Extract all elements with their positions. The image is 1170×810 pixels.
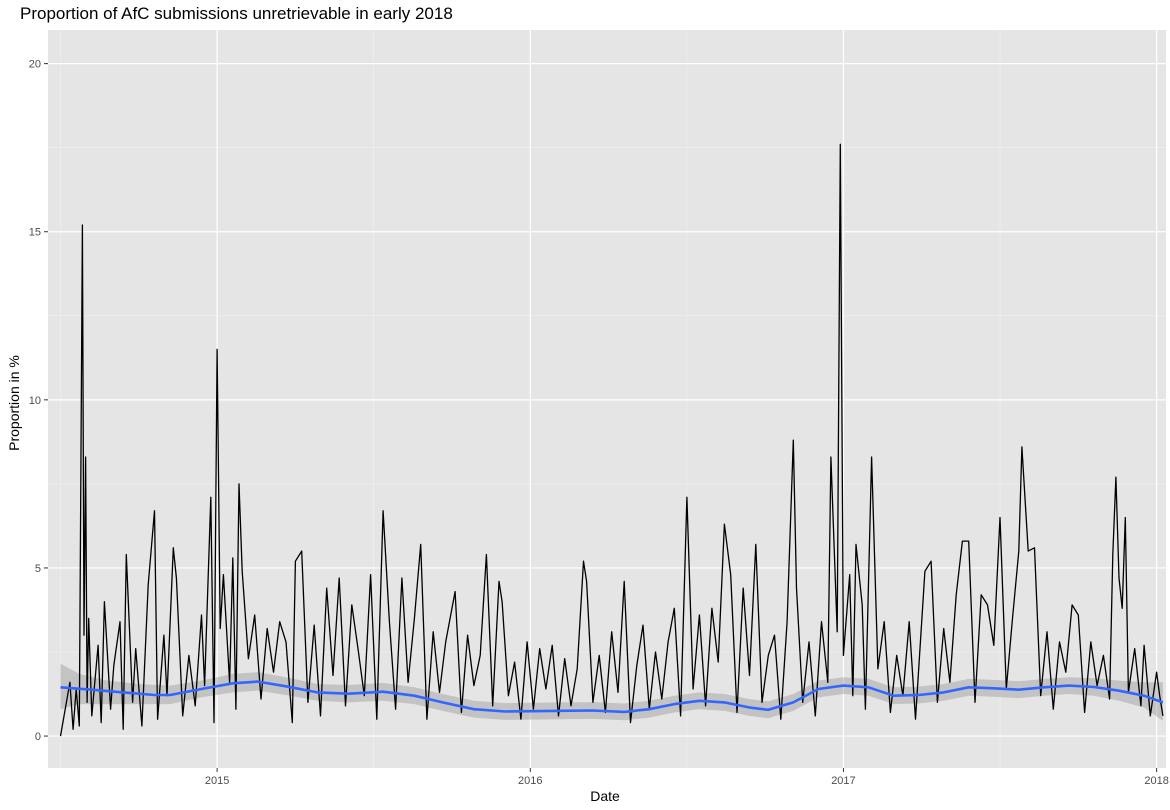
y-tick-label: 5 <box>35 563 41 575</box>
x-tick-label: 2015 <box>205 775 229 787</box>
series-line-smooth <box>60 680 1164 714</box>
y-tick-label: 20 <box>29 59 41 71</box>
y-tick-label: 10 <box>29 395 41 407</box>
x-axis-label: Date <box>590 788 620 804</box>
plot-panel <box>48 30 1166 768</box>
y-tick-label: 15 <box>29 227 41 239</box>
x-tick-label: 2017 <box>831 775 855 787</box>
chart-title: Proportion of AfC submissions unretrieva… <box>20 4 453 23</box>
x-tick-label: 2016 <box>518 775 542 787</box>
series-line-daily <box>59 143 1164 737</box>
y-tick-label: 0 <box>35 731 41 743</box>
x-tick-label: 2018 <box>1144 775 1168 787</box>
y-axis-label: Proportion in % <box>6 355 22 451</box>
